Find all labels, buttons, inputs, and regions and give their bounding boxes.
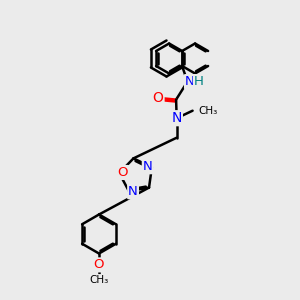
Text: O: O [94, 258, 104, 272]
Text: CH₃: CH₃ [198, 106, 218, 116]
Text: N: N [128, 185, 138, 198]
Text: O: O [118, 166, 128, 179]
Text: CH₃: CH₃ [89, 275, 109, 285]
Text: N: N [172, 111, 182, 125]
Text: N: N [185, 75, 195, 88]
Text: H: H [194, 75, 204, 88]
Text: N: N [143, 160, 152, 173]
Text: O: O [153, 91, 164, 105]
